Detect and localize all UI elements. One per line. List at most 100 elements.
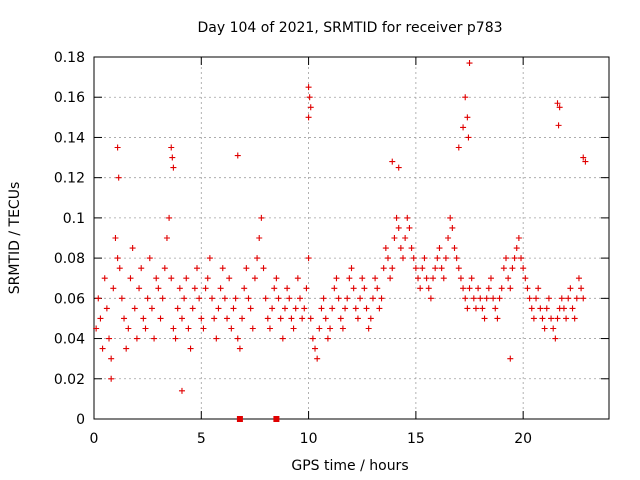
- data-point: [260, 265, 267, 272]
- data-point: [169, 154, 176, 161]
- data-point: [106, 335, 113, 342]
- data-point: [440, 275, 447, 282]
- data-point: [108, 375, 115, 382]
- data-point: [320, 295, 327, 302]
- data-point: [110, 285, 117, 292]
- data-point: [251, 275, 258, 282]
- data-point: [239, 315, 246, 322]
- data-point: [303, 285, 310, 292]
- y-tick-label: 0.06: [54, 291, 85, 307]
- data-point: [427, 295, 434, 302]
- data-point: [198, 315, 205, 322]
- data-point: [99, 345, 106, 352]
- data-point: [550, 325, 557, 332]
- y-tick-label: 0.14: [54, 130, 85, 146]
- data-point: [537, 305, 544, 312]
- data-point: [258, 214, 265, 221]
- data-point: [472, 305, 479, 312]
- data-point: [376, 305, 383, 312]
- data-point: [234, 152, 241, 159]
- data-point: [520, 265, 527, 272]
- data-point: [555, 122, 562, 129]
- data-point: [552, 335, 559, 342]
- data-point: [374, 285, 381, 292]
- data-point: [314, 355, 321, 362]
- data-point: [395, 224, 402, 231]
- data-point: [475, 285, 482, 292]
- data-point: [307, 315, 314, 322]
- data-point: [151, 335, 158, 342]
- data-point: [196, 295, 203, 302]
- x-tick-label: 5: [197, 431, 206, 447]
- data-point: [230, 305, 237, 312]
- data-point: [380, 265, 387, 272]
- data-point: [324, 335, 331, 342]
- data-point: [447, 214, 454, 221]
- y-tick-label: 0.04: [54, 332, 85, 348]
- data-point: [367, 315, 374, 322]
- data-point: [391, 235, 398, 241]
- data-point: [580, 295, 587, 302]
- grid: [94, 57, 609, 419]
- y-tick-label: 0.02: [54, 372, 85, 388]
- data-point: [213, 335, 220, 342]
- data-point: [348, 265, 355, 272]
- data-point: [513, 245, 520, 252]
- data-point: [402, 235, 409, 241]
- data-point: [142, 325, 149, 332]
- x-tick-label: 0: [90, 431, 99, 447]
- data-point: [397, 245, 404, 252]
- data-point: [453, 255, 460, 262]
- data-point: [183, 275, 190, 282]
- data-point: [176, 285, 183, 292]
- data-point: [535, 285, 542, 292]
- data-point: [247, 305, 254, 312]
- data-point: [582, 158, 589, 165]
- data-point: [155, 285, 162, 292]
- data-point: [232, 295, 239, 302]
- data-point: [565, 295, 572, 302]
- plot-frame: [93, 56, 610, 420]
- data-point: [425, 285, 432, 292]
- data-point: [558, 295, 565, 302]
- data-point: [505, 275, 512, 282]
- data-point: [490, 295, 497, 302]
- data-point: [101, 275, 108, 282]
- data-point: [115, 174, 122, 181]
- data-point: [387, 275, 394, 282]
- chart-title: Day 104 of 2021, SRMTID for receiver p78…: [197, 20, 502, 36]
- data-point: [466, 60, 473, 67]
- data-point: [369, 295, 376, 302]
- y-axis-label: SRMTID / TECUs: [7, 182, 23, 295]
- data-point: [322, 315, 329, 322]
- data-point: [185, 325, 192, 332]
- data-point: [346, 275, 353, 282]
- data-point: [430, 275, 437, 282]
- data-point: [548, 315, 555, 322]
- data-point: [243, 265, 250, 272]
- data-point: [485, 285, 492, 292]
- data-point: [335, 295, 342, 302]
- axis-ticks: 0 0.02 0.04 0.06 0.08 0.1 0.12 0.14 0.16 0.18 0 5 10…: [54, 50, 609, 447]
- data-point: [249, 325, 256, 332]
- data-point: [181, 295, 188, 302]
- data-point: [554, 315, 561, 322]
- data-point: [363, 305, 370, 312]
- y-tick-label: 0.18: [54, 50, 85, 66]
- data-point: [331, 285, 338, 292]
- data-point: [460, 124, 467, 131]
- data-point: [359, 275, 366, 282]
- data-point: [318, 305, 325, 312]
- data-point: [496, 295, 503, 302]
- data-point: [103, 305, 110, 312]
- data-point: [292, 305, 299, 312]
- data-point: [144, 295, 151, 302]
- data-point: [127, 275, 134, 282]
- data-point: [118, 295, 125, 302]
- data-point: [275, 295, 282, 302]
- data-point: [241, 285, 248, 292]
- data-point: [224, 315, 231, 322]
- data-point: [483, 295, 490, 302]
- data-point: [575, 275, 582, 282]
- data-point: [578, 285, 585, 292]
